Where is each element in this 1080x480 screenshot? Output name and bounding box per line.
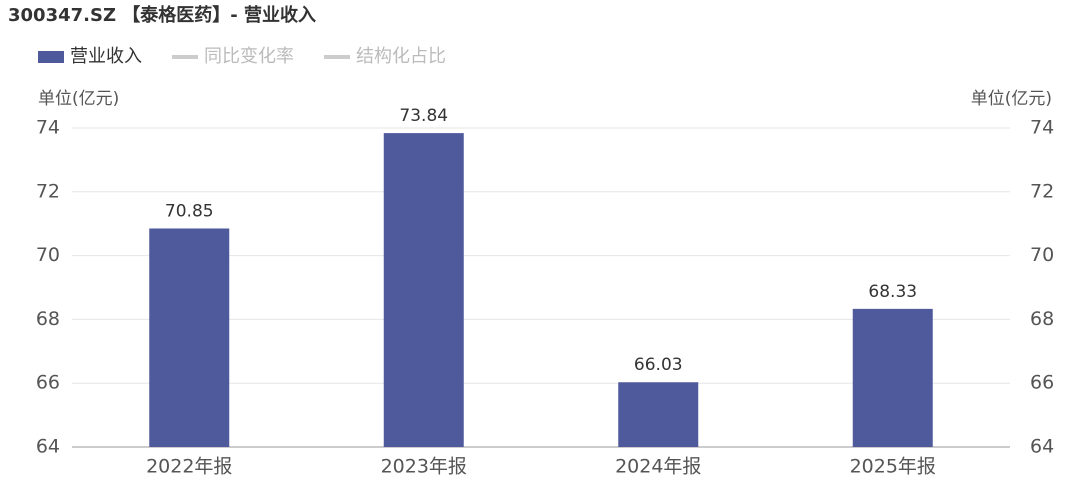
- x-tick-label: 2024年报: [615, 456, 701, 478]
- x-tick-label: 2023年报: [381, 456, 467, 478]
- y-tick-label: 70: [36, 244, 60, 266]
- y2-axis-label: 单位(亿元): [971, 89, 1052, 109]
- legend-label: 营业收入: [70, 46, 142, 67]
- y-axis-label: 单位(亿元): [38, 89, 119, 109]
- y2-tick-label: 64: [1030, 436, 1054, 458]
- legend-label: 同比变化率: [204, 46, 294, 67]
- legend-swatch: [38, 51, 64, 63]
- x-tick-label: 2022年报: [146, 456, 232, 478]
- legend-label: 结构化占比: [356, 46, 446, 67]
- bar: [852, 308, 933, 447]
- y-tick-label: 66: [36, 372, 60, 394]
- data-label: 70.85: [165, 201, 214, 221]
- y2-tick-label: 66: [1030, 372, 1054, 394]
- bar: [618, 382, 699, 447]
- x-tick-label: 2025年报: [850, 456, 936, 478]
- y2-tick-label: 70: [1030, 244, 1054, 266]
- y-tick-label: 68: [36, 308, 60, 330]
- bar: [149, 228, 230, 447]
- bar: [383, 133, 464, 447]
- y-tick-label: 64: [36, 436, 60, 458]
- data-label: 68.33: [868, 282, 917, 302]
- y-tick-label: 72: [36, 180, 60, 202]
- data-label: 66.03: [634, 355, 683, 375]
- y2-tick-label: 72: [1030, 180, 1054, 202]
- y-tick-label: 74: [36, 117, 60, 139]
- y2-tick-label: 68: [1030, 308, 1054, 330]
- chart-title: 300347.SZ 【泰格医药】- 营业收入: [8, 4, 316, 26]
- y2-tick-label: 74: [1030, 117, 1054, 139]
- data-label: 73.84: [399, 106, 448, 126]
